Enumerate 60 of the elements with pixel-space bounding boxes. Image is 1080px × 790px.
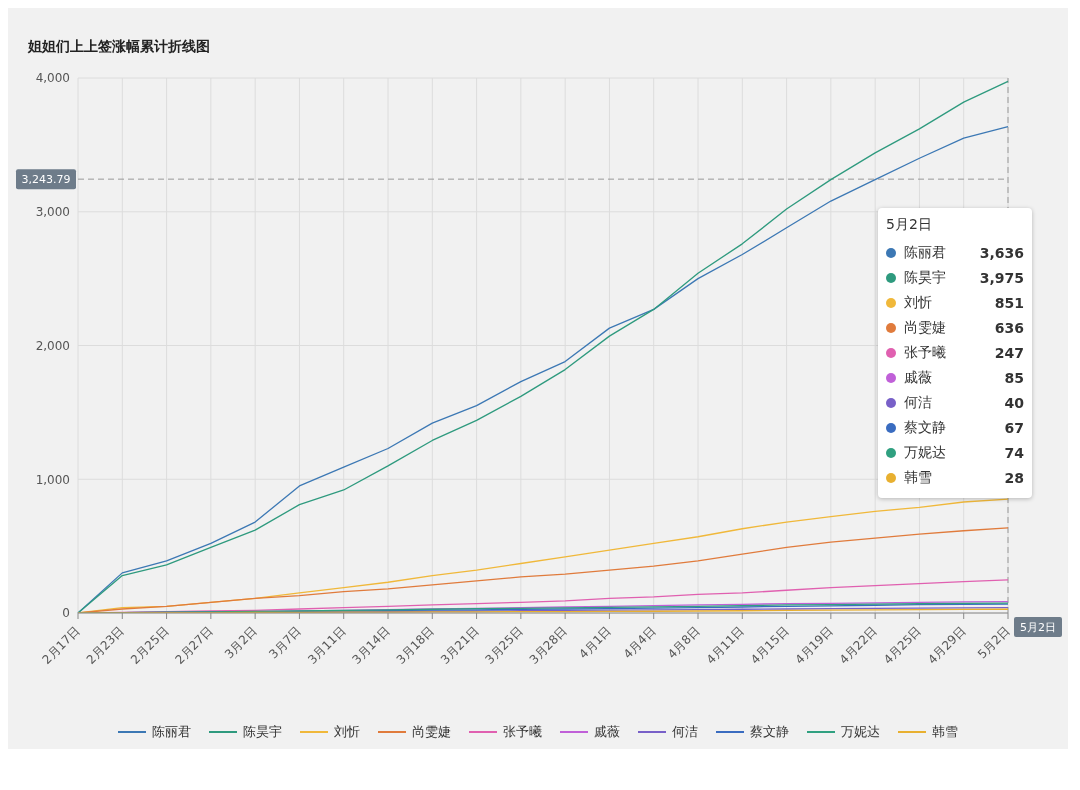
legend-label: 戚薇 <box>593 723 620 741</box>
text: 张予曦 <box>904 343 946 360</box>
legend-label: 尚雯婕 <box>411 723 451 741</box>
x-tick-label: 4月4日 <box>620 623 659 662</box>
annotation: 636 <box>994 319 1024 336</box>
x-tick-label: 3月25日 <box>482 623 526 667</box>
annotation: 85 <box>1004 369 1024 386</box>
x-tick-label: 3月11日 <box>305 623 349 667</box>
annotation: 3,636 <box>979 244 1024 261</box>
x-tick-label: 4月8日 <box>664 623 703 662</box>
annotation: 67 <box>1004 419 1024 436</box>
text: 万妮达 <box>904 443 946 460</box>
x-tick-label: 3月7日 <box>266 623 305 662</box>
x-tick-label: 2月17日 <box>39 623 83 667</box>
x-tick-label: 3月28日 <box>526 623 570 667</box>
legend-label: 万妮达 <box>840 723 880 741</box>
legend-label: 刘忻 <box>333 723 360 741</box>
x-tick-label: 4月22日 <box>836 623 880 667</box>
x-tick-label: 4月29日 <box>925 623 969 667</box>
x-tick-label: 4月1日 <box>576 623 615 662</box>
x-tick-label: 4月19日 <box>792 623 836 667</box>
text: 韩雪 <box>904 468 932 485</box>
x-tick-label: 2月23日 <box>83 623 127 667</box>
text: 戚薇 <box>904 368 932 385</box>
annotation: 28 <box>1004 469 1024 486</box>
x-tick-label: 3月2日 <box>222 623 260 662</box>
text: 尚雯婕 <box>904 318 946 335</box>
text: 5月2日 <box>886 216 932 232</box>
x-tick-label: 3月21日 <box>438 623 482 667</box>
y-tick-label: 0 <box>62 606 70 621</box>
legend-label: 陈昊宇 <box>904 268 947 287</box>
x-tick-label: 5月2日 <box>974 623 1013 662</box>
annotation: 74 <box>1004 444 1024 461</box>
chart-title: 姐姐们上上签涨幅累计折线图 <box>28 38 210 56</box>
x-tick-label: 2月25日 <box>128 623 172 667</box>
y-tick-label: 2,000 <box>35 338 70 353</box>
x-tick-label: 4月15日 <box>748 623 792 667</box>
y-tick-label: 1,000 <box>35 472 70 487</box>
text: 蔡文静 <box>904 418 946 435</box>
x-tick-label: 4月11日 <box>703 623 747 667</box>
annotation: 40 <box>1004 394 1024 411</box>
legend-label: 蔡文静 <box>749 723 789 741</box>
legend-label: 陈丽君 <box>904 243 947 262</box>
y-tick-label: 4,000 <box>35 71 70 86</box>
annotation: 247 <box>994 344 1024 361</box>
legend-label: 韩雪 <box>931 723 958 741</box>
text: 刘忻 <box>904 293 932 310</box>
y-tick-label: 3,000 <box>35 205 70 220</box>
text: 何洁 <box>904 393 932 410</box>
legend-label: 张予曦 <box>502 723 542 741</box>
x-tick-label: 3月18日 <box>393 623 437 667</box>
annotation: 851 <box>994 294 1024 311</box>
annotation: 3,975 <box>979 269 1024 286</box>
x-tick-label: 3月14日 <box>349 623 393 667</box>
text: 陈昊宇 <box>243 724 282 739</box>
legend-label: 何洁 <box>671 723 698 741</box>
ref-line-label: 3,243.79 <box>21 173 71 187</box>
text: 陈丽君 <box>152 724 191 739</box>
x-tick-label: 4月25日 <box>880 623 925 667</box>
x-tick-label: 2月27日 <box>172 623 216 667</box>
